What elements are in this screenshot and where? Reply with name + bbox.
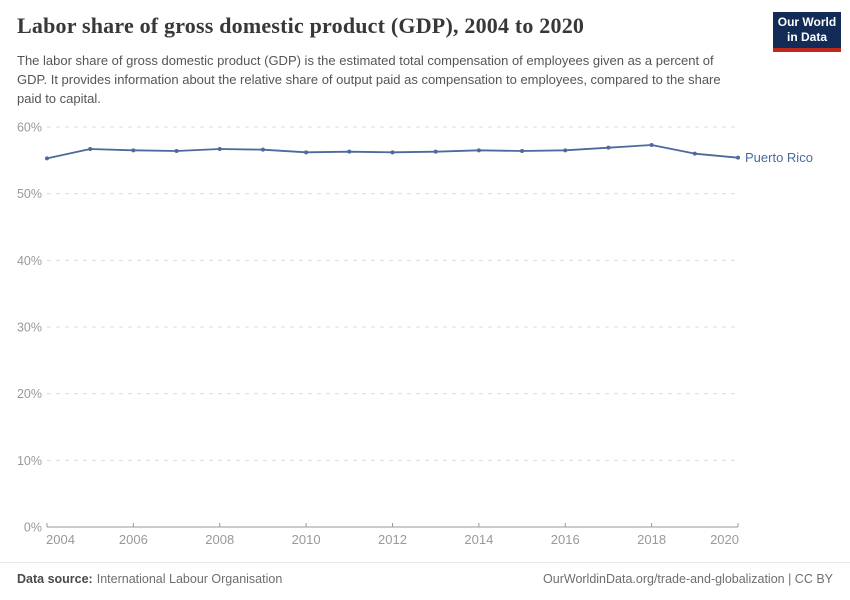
x-axis-tick-label: 2008 bbox=[205, 532, 234, 547]
y-axis-tick-label: 30% bbox=[17, 321, 42, 335]
credit-link[interactable]: OurWorldinData.org/trade-and-globalizati… bbox=[543, 572, 833, 586]
data-source-value: International Labour Organisation bbox=[96, 572, 283, 586]
chart-title: Labor share of gross domestic product (G… bbox=[17, 13, 585, 38]
y-axis-tick-label: 40% bbox=[17, 254, 42, 268]
x-axis-tick-label: 2010 bbox=[292, 532, 321, 547]
chart-footer: Data source: International Labour Organis… bbox=[0, 562, 850, 600]
data-point bbox=[433, 149, 438, 154]
data-point bbox=[260, 147, 265, 152]
x-axis-tick-label: 2014 bbox=[464, 532, 493, 547]
data-point bbox=[347, 149, 352, 154]
x-axis-tick-label: 2012 bbox=[378, 532, 407, 547]
data-point bbox=[174, 149, 179, 153]
owid-logo-line2: in Data bbox=[786, 30, 827, 44]
data-point bbox=[217, 147, 222, 151]
data-point bbox=[88, 147, 93, 151]
data-point bbox=[131, 148, 136, 153]
x-axis-tick-label: 2006 bbox=[119, 532, 148, 547]
data-point bbox=[563, 148, 568, 153]
x-axis-tick-label: 2016 bbox=[551, 532, 580, 547]
data-point bbox=[304, 150, 309, 155]
data-point bbox=[45, 156, 49, 161]
data-source-label: Data source: bbox=[17, 572, 93, 586]
y-axis-tick-label: 50% bbox=[17, 187, 42, 201]
owid-logo-line1: Our World bbox=[777, 15, 837, 29]
data-point bbox=[692, 151, 697, 156]
x-axis-tick-label: 2020 bbox=[710, 532, 739, 547]
x-axis-tick-label: 2004 bbox=[46, 532, 75, 547]
chart-subtitle: The labor share of gross domestic produc… bbox=[17, 53, 721, 106]
y-axis-tick-label: 20% bbox=[17, 387, 42, 401]
y-axis-tick-label: 0% bbox=[24, 521, 42, 535]
data-source: Data source: International Labour Organis… bbox=[17, 572, 282, 586]
x-axis-tick-label: 2018 bbox=[637, 532, 666, 547]
data-point bbox=[476, 148, 481, 153]
y-axis-tick-label: 10% bbox=[17, 454, 42, 468]
series-label: Puerto Rico bbox=[745, 150, 813, 165]
data-point bbox=[606, 145, 611, 150]
data-point bbox=[390, 150, 395, 155]
data-point bbox=[649, 143, 654, 147]
y-axis-tick-label: 60% bbox=[17, 121, 42, 135]
owid-logo[interactable]: Our World in Data bbox=[773, 12, 841, 52]
data-point bbox=[736, 155, 740, 160]
data-point bbox=[520, 149, 525, 153]
